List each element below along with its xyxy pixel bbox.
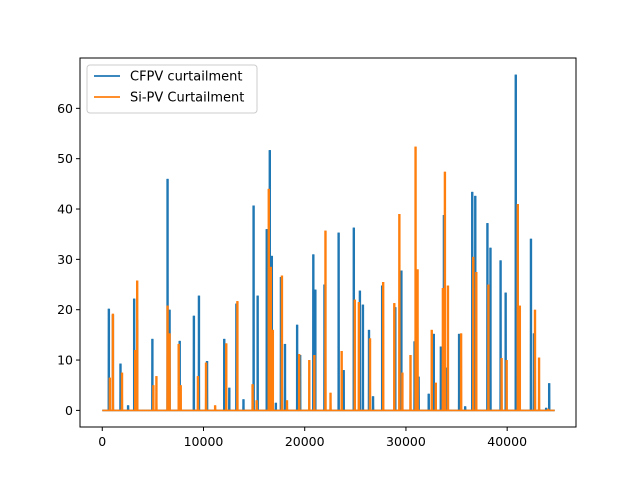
series-layer [102, 74, 555, 412]
x-tick-label: 20000 [285, 434, 325, 449]
legend: CFPV curtailment Si-PV Curtailment [86, 64, 258, 114]
y-tick-label: 10 [57, 353, 73, 368]
legend-entry: Si-PV Curtailment [130, 91, 244, 106]
x-tick-label: 0 [98, 434, 106, 449]
legend-box [86, 64, 258, 114]
series-si-pv [102, 146, 555, 412]
x-axis: 0 10000 20000 30000 40000 [98, 427, 527, 449]
axes-frame [79, 57, 577, 428]
x-tick-label: 30000 [386, 434, 426, 449]
legend-entry: CFPV curtailment [130, 70, 242, 85]
y-tick-label: 50 [57, 151, 73, 166]
y-tick-label: 20 [57, 302, 73, 317]
x-tick-label: 10000 [184, 434, 224, 449]
y-tick-label: 60 [57, 101, 73, 116]
y-axis: 0 10 20 30 40 50 60 [57, 101, 80, 418]
x-tick-label: 40000 [487, 434, 527, 449]
y-tick-label: 30 [57, 252, 73, 267]
y-tick-label: 40 [57, 202, 73, 217]
y-tick-label: 0 [65, 403, 73, 418]
